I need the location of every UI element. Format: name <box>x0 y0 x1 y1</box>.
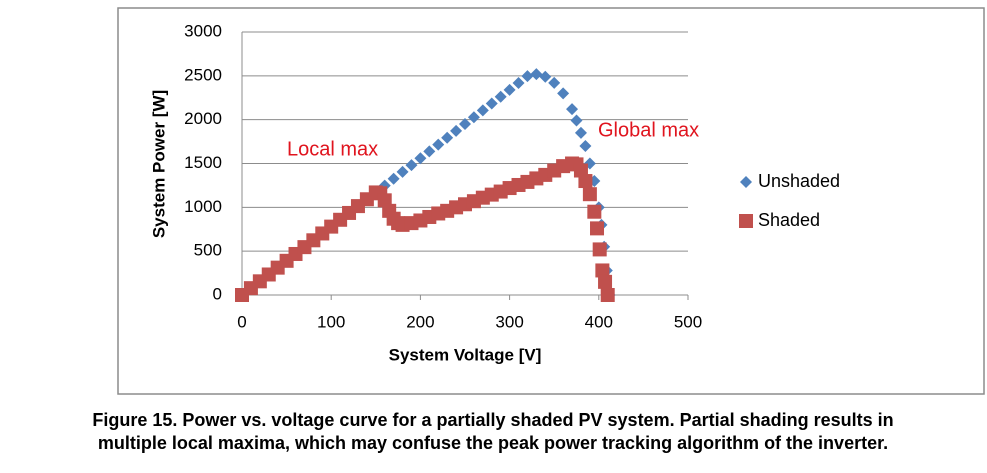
y-tick-label: 2500 <box>184 65 222 84</box>
x-tick-label: 500 <box>674 312 702 331</box>
y-tick-label: 500 <box>194 241 222 260</box>
grid: 0 500 1000 1500 2000 2500 3000 0 100 200 300 400 500 <box>184 21 702 331</box>
point <box>590 221 605 236</box>
x-tick-label: 200 <box>406 312 434 331</box>
point <box>579 139 592 152</box>
annotation: Global max <box>598 119 699 141</box>
point <box>494 90 507 103</box>
y-tick-label: 0 <box>213 284 222 303</box>
point <box>459 118 471 131</box>
point <box>595 263 610 278</box>
point <box>432 138 445 151</box>
legend-swatch <box>739 214 753 228</box>
point <box>450 124 463 137</box>
point <box>574 126 587 139</box>
y-tick-label: 1500 <box>184 153 222 172</box>
point <box>485 97 498 110</box>
x-tick-label: 100 <box>317 312 345 331</box>
y-tick-label: 2000 <box>184 109 222 128</box>
point <box>503 83 516 96</box>
point <box>530 68 543 81</box>
y-axis-title: System Power [W] <box>149 90 168 238</box>
caption: multiple local maxima, which may confuse… <box>98 433 888 453</box>
legend-label: Unshaded <box>758 171 840 191</box>
point <box>557 87 570 100</box>
x-axis-title: System Voltage [V] <box>389 345 542 364</box>
point <box>441 131 454 144</box>
legend-label: Shaded <box>758 210 820 230</box>
chart-frame <box>117 7 985 395</box>
plot <box>235 68 616 302</box>
caption: Figure 15. Power vs. voltage curve for a… <box>92 410 893 430</box>
x-tick-label: 300 <box>495 312 523 331</box>
point <box>570 114 583 127</box>
legend-swatch <box>740 176 752 188</box>
point <box>573 163 588 178</box>
point <box>387 172 400 185</box>
point <box>548 76 561 89</box>
point <box>423 145 436 158</box>
point <box>582 187 597 202</box>
x-tick-label: 0 <box>237 312 246 331</box>
point <box>377 193 392 208</box>
y-tick-label: 3000 <box>184 21 222 40</box>
point <box>512 77 525 90</box>
point <box>414 152 427 165</box>
point <box>467 111 480 124</box>
annotation: Local max <box>287 138 378 160</box>
point <box>521 70 534 83</box>
point <box>587 204 602 219</box>
point <box>396 165 409 178</box>
legend: Unshaded Shaded <box>739 171 840 230</box>
point <box>592 242 607 257</box>
point <box>405 159 418 172</box>
point <box>598 274 613 289</box>
point <box>476 104 489 117</box>
x-tick-label: 400 <box>585 312 613 331</box>
point <box>600 288 615 302</box>
point <box>578 174 593 189</box>
point <box>539 70 552 83</box>
point <box>566 103 579 116</box>
y-tick-label: 1000 <box>184 197 222 216</box>
